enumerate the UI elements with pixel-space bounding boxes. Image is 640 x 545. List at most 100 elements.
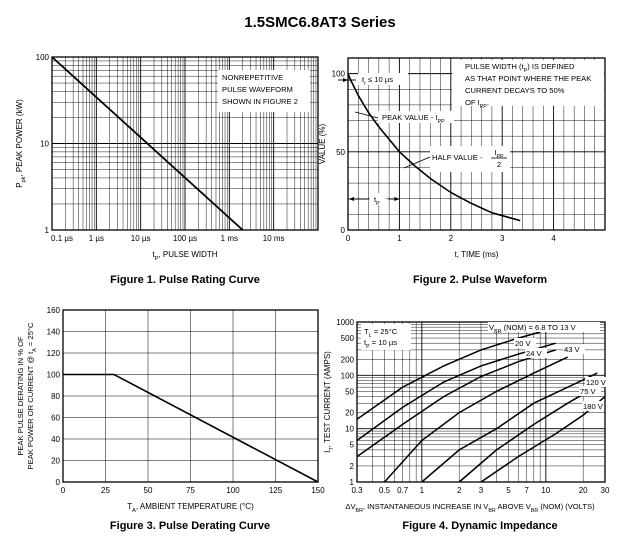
fig3-x-tick-label: 75 [186, 486, 195, 495]
fig2-x-tick-label: 4 [551, 234, 556, 243]
fig2-tp-box [370, 193, 386, 205]
fig4-series-label: 43 V [564, 345, 581, 354]
fig3-x-tick-label: 100 [226, 486, 240, 495]
fig4-series-label-box [582, 401, 604, 411]
fig1-series-line [51, 56, 244, 231]
fig4-series-label-box [585, 377, 607, 387]
fig2-tr-arrowhead [343, 78, 348, 82]
fig2-y-axis-label: VALUE (%) [318, 124, 327, 165]
fig2-x-tick-label: 1 [397, 234, 402, 243]
fig4-x-tick-label: 7 [524, 486, 529, 495]
fig1-x-tick-label: 0.1 µs [51, 234, 73, 243]
fig2-tp-arrowhead [394, 197, 400, 201]
fig1-note-line: PULSE WAVEFORM [222, 85, 293, 94]
fig3-y-axis-label: PEAK PULSE DERATING IN % OF [16, 336, 25, 456]
fig3-x-tick-label: 50 [144, 486, 153, 495]
fig4-y-axis-label: IT, TEST CURRENT (AMPS) [323, 351, 335, 453]
fig2-x-tick-label: 2 [449, 234, 454, 243]
fig3-y-tick-label: 80 [51, 392, 60, 401]
fig1-note-line: SHOWN IN FIGURE 2 [222, 97, 298, 106]
fig3-y-tick-label: 20 [51, 457, 60, 466]
fig4-y-tick-label: 5 [350, 441, 355, 450]
fig2-peak-label: PEAK VALUE - IPP [382, 113, 445, 125]
fig2-x-axis-label: t, TIME (ms) [455, 250, 499, 259]
fig2-series-line [347, 73, 521, 222]
fig3-y-tick-label: 0 [56, 478, 61, 487]
fig4-series-label-box [579, 386, 601, 396]
figure-1-caption: Figure 1. Pulse Rating Curve [110, 274, 260, 286]
fig4-x-tick-label: 30 [601, 486, 610, 495]
fig4-x-tick-label: 0.7 [397, 486, 409, 495]
fig3-y-tick-label: 140 [47, 328, 61, 337]
fig2-half-label: HALF VALUE - [432, 153, 483, 162]
fig2-half-pointer [403, 156, 431, 169]
fig2-tr-box [358, 73, 408, 85]
fig1-x-tick-label: 1 ms [221, 234, 238, 243]
fig4-y-tick-label: 500 [341, 334, 355, 343]
fig1-x-tick-label: 100 µs [173, 234, 197, 243]
fig4-series-label: 120 V [586, 378, 607, 387]
fig2-plot-frame [347, 57, 606, 231]
fig4-y-tick-label: 20 [345, 409, 354, 418]
fig4-x-axis-label: ΔVBR, INSTANTANEOUS INCREASE IN VBR ABOV… [345, 502, 595, 514]
fig2-peak-pointer [354, 111, 379, 119]
figure-3-caption: Figure 3. Pulse Derating Curve [109, 520, 271, 532]
fig4-series-label: 20 V [515, 339, 532, 348]
fig4-condition-line: TL = 25°C [364, 327, 398, 339]
fig1-x-tick-label: 1 µs [89, 234, 104, 243]
fig4-y-tick-label: 10 [345, 425, 354, 434]
fig1-y-tick-label: 1 [45, 226, 50, 235]
fig2-y-tick-label: 50 [336, 148, 345, 157]
fig4-series-line [356, 342, 556, 442]
fig2-definition-box [452, 60, 604, 106]
fig2-definition-line: OF IPP. [465, 98, 489, 110]
fig3-x-axis-label: TA, AMBIENT TEMPERATURE (°C) [127, 502, 254, 514]
fig2-half-box [430, 146, 510, 172]
fig3-x-tick-label: 150 [311, 486, 325, 495]
fig1-note-line: NONREPETITIVE [222, 73, 283, 82]
fig1-y-tick-label: 100 [36, 53, 50, 62]
fig4-conditions-box [361, 324, 411, 350]
figure-4-caption: Figure 4. Dynamic Impedance [402, 520, 558, 532]
fig1-note-box [218, 70, 310, 112]
fig4-x-tick-label: 3 [479, 486, 484, 495]
fig4-series-line [383, 356, 569, 483]
fig4-series-label-box [525, 348, 547, 358]
fig3-x-tick-label: 25 [101, 486, 110, 495]
fig3-y-tick-label: 160 [47, 306, 61, 315]
fig2-peak-box [378, 111, 454, 123]
fig4-series-label: 180 V [583, 402, 604, 411]
fig4-y-tick-label: 2 [350, 462, 355, 471]
fig4-y-tick-label: 200 [341, 355, 355, 364]
fig2-definition-line: AS THAT POINT WHERE THE PEAK [465, 74, 591, 83]
fig4-x-tick-label: 0.3 [351, 486, 363, 495]
fig2-tr-label: tr ≤ 10 µs [362, 75, 393, 87]
fig1-x-tick-label: 10 ms [263, 234, 285, 243]
fig4-x-tick-label: 5 [506, 486, 511, 495]
fig4-x-tick-label: 2 [457, 486, 462, 495]
fig2-tp-label: tP [374, 195, 380, 207]
page-title: 1.5SMC6.8AT3 Series [244, 14, 396, 31]
fig2-x-tick-label: 3 [500, 234, 505, 243]
fig4-series-label-box [514, 338, 536, 348]
fig1-y-tick-label: 10 [40, 140, 49, 149]
fig3-y-tick-label: 100 [47, 371, 61, 380]
fig2-half-fraction-den: 2 [497, 160, 501, 169]
fig4-series-line [458, 386, 596, 483]
fig2-definition-line: PULSE WIDTH (tP) IS DEFINED [465, 62, 575, 74]
fig4-series-label: 24 V [526, 349, 543, 358]
fig1-y-axis-label: Ppk, PEAK POWER (kW) [15, 99, 27, 188]
fig4-x-tick-label: 1 [420, 486, 425, 495]
fig3-x-tick-label: 125 [269, 486, 283, 495]
fig4-series-label-box [488, 322, 600, 332]
fig4-y-tick-label: 100 [341, 371, 355, 380]
figure-2-caption: Figure 2. Pulse Waveform [412, 274, 548, 286]
fig2-tp-arrowhead [349, 197, 354, 201]
fig4-y-tick-label: 50 [345, 387, 354, 396]
fig2-y-tick-label: 100 [332, 70, 346, 79]
fig3-series-line [63, 373, 319, 483]
fig3-y-tick-label: 120 [47, 349, 61, 358]
fig4-y-tick-label: 1000 [336, 318, 354, 327]
fig4-x-tick-label: 10 [541, 486, 550, 495]
